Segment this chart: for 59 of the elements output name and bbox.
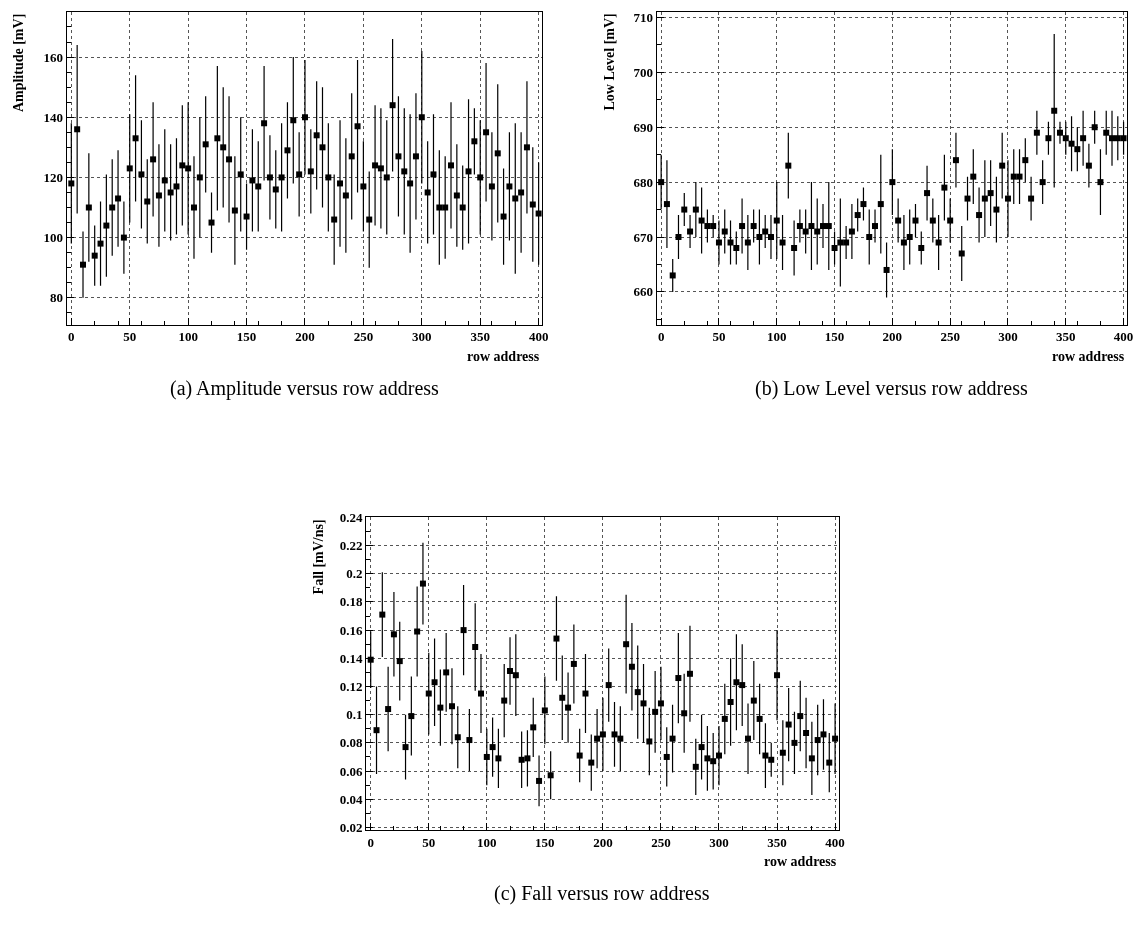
x-tick-label: 50: [712, 329, 726, 345]
x-tick-label: 300: [709, 834, 729, 850]
x-axis-title: row address: [1052, 349, 1125, 364]
x-tick-label: 0: [657, 329, 665, 345]
y-tick-label: 100: [43, 230, 64, 246]
x-tick-label: 150: [824, 329, 845, 345]
y-axis-title: Amplitude [mV]: [11, 13, 27, 113]
y-tick-label: 700: [633, 64, 653, 80]
y-tick-label: 0.12: [339, 679, 363, 695]
y-tick-label: 710: [633, 9, 653, 25]
x-tick-label: 0: [68, 329, 75, 345]
x-tick-label: 150: [535, 834, 555, 850]
y-tick-label: 80: [50, 290, 64, 306]
x-tick-label: 400: [528, 329, 549, 345]
y-tick-label: 690: [633, 119, 653, 135]
y-tick-label: 0.04: [339, 791, 363, 807]
y-axis-title: Fall [mV/ns]: [310, 519, 326, 595]
x-tick-label: 0: [367, 834, 374, 850]
y-tick-label: 0.06: [339, 763, 363, 779]
text: (a) Amplitude versus row address: [170, 377, 440, 400]
y-tick-label: 0.24: [339, 509, 363, 525]
x-tick-label: 250: [940, 329, 960, 345]
x-tick-label: 300: [998, 329, 1018, 345]
x-tick-label: 350: [470, 329, 490, 345]
y-tick-label: 670: [633, 229, 653, 245]
y-tick-label: 0.16: [339, 622, 363, 638]
text: (c) Fall versus row address: [494, 882, 710, 905]
x-tick-label: 250: [353, 329, 374, 345]
x-tick-label: 100: [477, 834, 497, 850]
x-axis-title: row address: [764, 854, 837, 869]
x-tick-label: 200: [882, 329, 903, 345]
y-tick-label: 160: [43, 49, 64, 65]
x-tick-label: 350: [1056, 329, 1076, 345]
y-tick-label: 0.1: [346, 707, 363, 723]
y-tick-label: 0.22: [339, 538, 363, 554]
y-tick-label: 120: [43, 169, 64, 185]
x-tick-label: 250: [651, 834, 671, 850]
y-tick-label: 0.18: [339, 594, 363, 610]
x-tick-label: 350: [767, 834, 787, 850]
y-tick-label: 140: [43, 109, 64, 125]
x-tick-label: 400: [825, 834, 845, 850]
y-tick-label: 660: [633, 284, 653, 300]
x-tick-label: 200: [593, 834, 613, 850]
y-axis-title: Low Level [mV]: [601, 13, 617, 111]
x-tick-label: 150: [236, 329, 257, 345]
y-tick-label: 0.2: [346, 566, 363, 582]
y-tick-label: 680: [633, 174, 653, 190]
text: (b) Low Level versus row address: [755, 377, 1028, 400]
x-tick-label: 400: [1113, 329, 1134, 345]
x-axis-title: row address: [467, 349, 540, 364]
y-tick-label: 0.08: [339, 735, 363, 751]
x-tick-label: 100: [767, 329, 787, 345]
x-tick-label: 100: [178, 329, 198, 345]
x-tick-label: 200: [295, 329, 315, 345]
x-tick-label: 50: [422, 834, 436, 850]
y-tick-label: 0.14: [339, 650, 363, 666]
x-tick-label: 50: [123, 329, 137, 345]
x-tick-label: 300: [412, 329, 432, 345]
y-tick-label: 0.02: [339, 819, 363, 835]
